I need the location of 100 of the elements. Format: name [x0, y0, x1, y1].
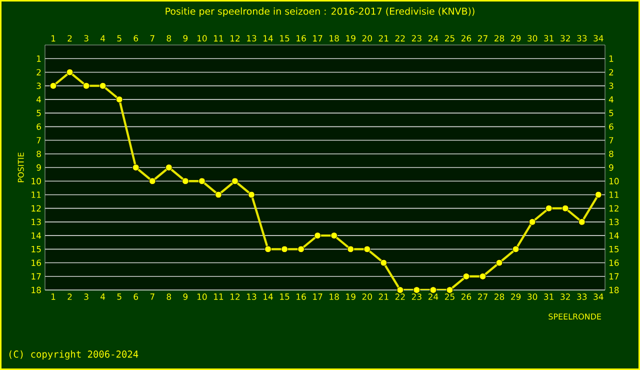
x-tick-label: 4	[100, 35, 106, 42]
point	[298, 246, 305, 253]
x-tick-label: 12	[230, 35, 240, 42]
x-tick-label: 22	[395, 35, 405, 42]
x2-tick-label: 15	[280, 294, 290, 300]
y2-tick-label: 14	[609, 232, 619, 239]
y-tick-label: 15	[32, 246, 41, 252]
y2-tick-label: 15	[609, 246, 619, 252]
text: (C) copyright 2006-2024	[9, 350, 138, 360]
x-tick-label: 21	[378, 35, 388, 42]
x-tick-label: 6	[134, 35, 138, 42]
y2-tick-label: 13	[609, 218, 619, 226]
x2-tick-label: 25	[444, 294, 454, 300]
x-tick-label: 33	[577, 35, 587, 42]
x-tick-label: 23	[412, 35, 422, 42]
point	[380, 259, 388, 266]
x-tick-label: 2	[68, 35, 72, 42]
y-tick-label: 2	[36, 69, 41, 76]
x2-tick-label: 13	[247, 294, 256, 300]
point	[99, 82, 106, 90]
point	[165, 164, 172, 171]
y-tick-label: 13	[32, 218, 41, 226]
y2-tick-label: 7	[609, 137, 614, 144]
x2-tick-label: 32	[560, 294, 570, 300]
x-tick-label: 17	[313, 35, 322, 42]
point	[479, 272, 486, 280]
x2-tick-label: 33	[577, 294, 587, 300]
x-tick-label: 14	[264, 35, 273, 42]
point	[264, 246, 272, 253]
point	[496, 259, 503, 266]
point	[330, 232, 338, 240]
x2-tick-label: 5	[117, 294, 122, 300]
point	[66, 68, 74, 76]
point	[232, 178, 238, 185]
y-tick-label: 11	[32, 192, 41, 198]
point	[248, 191, 255, 198]
x2-tick-label: 1	[52, 294, 56, 300]
x2-tick-label: 34	[594, 294, 604, 300]
y-tick-label: 10	[32, 178, 41, 184]
x2-tick-label: 23	[412, 294, 422, 300]
x2-tick-label: 7	[150, 294, 154, 300]
x2-tick-label: 31	[544, 294, 554, 300]
x-tick-label: 18	[330, 35, 339, 42]
x2-tick-label: 12	[230, 294, 240, 300]
x-tick-label: 10	[197, 35, 207, 42]
x2-tick-label: 27	[478, 294, 488, 300]
point	[215, 191, 222, 198]
x-tick-label: 29	[511, 35, 521, 42]
x-tick-label: 9	[183, 35, 188, 42]
x2-tick-label: 8	[166, 294, 172, 300]
x-tick-label: 34	[594, 35, 604, 42]
point	[462, 272, 470, 280]
point	[82, 82, 90, 90]
x2-tick-label: 9	[183, 294, 188, 300]
point	[364, 246, 371, 253]
y2-tick-label: 18	[609, 286, 619, 294]
point	[545, 204, 552, 212]
x2-tick-label: 22	[395, 294, 405, 300]
y-tick-label: 8	[36, 150, 41, 158]
y2-tick-label: 2	[609, 69, 614, 76]
y-tick-label: 18	[32, 286, 41, 294]
y2-tick-label: 3	[609, 82, 614, 90]
x2-tick-label: 4	[100, 294, 106, 300]
y-tick-label: 4	[36, 96, 42, 103]
point	[578, 218, 586, 226]
y-tick-label: 14	[32, 232, 41, 239]
y-tick-label: 16	[32, 260, 41, 266]
y2-tick-label: 5	[609, 110, 614, 116]
point	[116, 96, 123, 103]
y2-tick-label: 6	[609, 123, 614, 130]
y2-tick-label: 9	[609, 164, 614, 171]
y-tick-label: 9	[36, 164, 41, 171]
x-tick-label: 3	[84, 35, 88, 42]
y2-tick-label: 1	[609, 56, 614, 62]
y-tick-label: 3	[36, 82, 41, 90]
x2-tick-label: 20	[362, 294, 372, 300]
y2-tick-label: 8	[609, 150, 614, 158]
point	[132, 164, 140, 171]
y-tick-label: 1	[37, 56, 41, 62]
point	[182, 178, 189, 185]
y2-tick-label: 16	[609, 260, 619, 266]
y-tick-label: 6	[36, 123, 41, 130]
x-tick-label: 11	[214, 35, 224, 42]
x-tick-label: 7	[150, 35, 154, 42]
point	[528, 218, 536, 226]
point	[430, 286, 437, 294]
x2-tick-label: 16	[296, 294, 306, 300]
x2-tick-label: 3	[84, 294, 88, 300]
x2-tick-label: 18	[330, 294, 339, 300]
x2-tick-label: 26	[461, 294, 472, 300]
x2-tick-label: 14	[264, 294, 273, 300]
point	[281, 246, 288, 253]
x-tick-label: 24	[428, 35, 438, 42]
x-tick-label: 20	[362, 35, 372, 42]
x2-tick-label: 6	[134, 294, 138, 300]
point	[198, 178, 206, 185]
y2-tick-label: 10	[609, 178, 619, 184]
x-tick-label: 31	[544, 35, 554, 42]
x-tick-label: 25	[444, 35, 454, 42]
x2-tick-label: 24	[428, 294, 438, 300]
